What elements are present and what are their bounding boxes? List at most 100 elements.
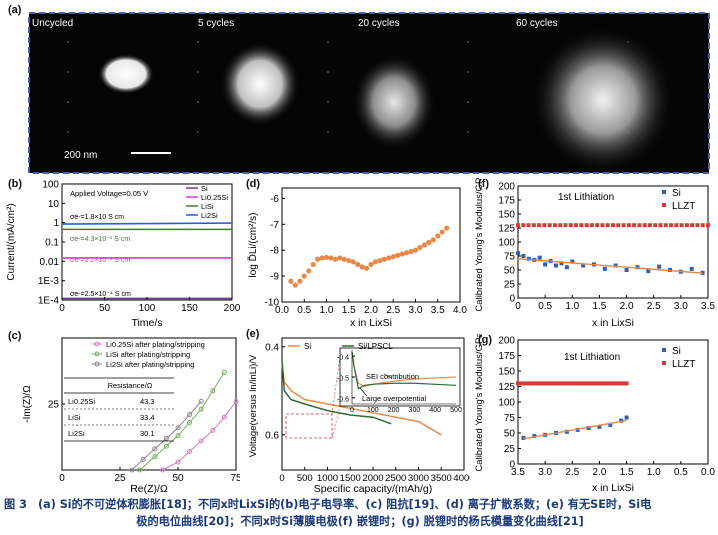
caption-line-2: 极的电位曲线[20]；不同x时Si薄膜电极(f) 嵌锂时；(g) 脱锂时的杨氏模… — [136, 515, 584, 528]
panel_g-llzt-point-18 — [570, 381, 575, 386]
point-c-2-2 — [152, 446, 158, 452]
panel_f-si-point-14 — [613, 263, 618, 268]
panel_f-llzt-point-34 — [695, 223, 700, 228]
panel_g-y-tick-6: 50 — [504, 429, 516, 440]
d-y-tick-0: -6 — [270, 194, 279, 205]
point-c-1-3 — [175, 433, 181, 439]
panel-g-ylabel: Calibrated Young's Modulus/GPa — [474, 334, 485, 472]
panel-g-chart: 1st Lithiation Si LLZT 200 175 150 125 100 75… — [474, 334, 715, 494]
b-y-tick-3: 0.1 — [45, 238, 59, 249]
legend-g-si: Si — [672, 346, 681, 357]
d-x-tick-7: 3.5 — [431, 305, 445, 316]
panel_f-x-tick-5: 2.5 — [647, 301, 661, 312]
label-5-cycles: 5 cycles — [198, 18, 234, 29]
panel_g-llzt-point-36 — [516, 381, 520, 386]
panel_f-llzt-point-17 — [605, 223, 610, 228]
panel_g-y-tick-8: 0 — [509, 460, 515, 471]
panel_g-y-tick-1: 175 — [498, 351, 515, 362]
point-d-2 — [297, 278, 303, 284]
panel_g-si-point-5 — [575, 427, 580, 432]
e-inset-x-tick-1: 100 — [367, 407, 379, 414]
inset-chart — [339, 347, 461, 407]
panel_f-llzt-point-6 — [547, 223, 552, 228]
panel_f-llzt-point-1 — [521, 223, 526, 228]
d-x-tick-3: 1.5 — [342, 305, 356, 316]
legend-f-si: Si — [672, 188, 681, 199]
panel_f-si-point-11 — [581, 263, 586, 268]
panel_g-y-tick-5: 75 — [504, 413, 516, 424]
panel-b-ylabel: Current/(mA/cm²) — [6, 203, 17, 280]
panel_g-x-tick-4: 1.5 — [620, 467, 634, 478]
e-inset-x-tick-4: 400 — [429, 407, 441, 414]
panel_f-llzt-point-12 — [579, 223, 584, 228]
point-d-35 — [444, 225, 450, 231]
d-y-tick-3: -9 — [270, 272, 279, 283]
particle-60-cycles — [531, 26, 675, 174]
legend-g-llzt: LLZT — [672, 359, 695, 370]
panel_f-x-tick-1: 0.5 — [538, 301, 552, 312]
panel_f-llzt-point-28 — [663, 223, 668, 228]
panel_f-llzt-point-26 — [653, 223, 658, 228]
point-d-33 — [435, 233, 441, 239]
point-c-1-1 — [152, 454, 158, 460]
panel_f-si-point-21 — [689, 266, 694, 271]
label-20-cycles: 20 cycles — [358, 18, 400, 29]
b-x-tick-2: 100 — [139, 303, 156, 314]
e-inset-y-tick-2: -0.6 — [337, 396, 349, 403]
panel_g-llzt-point-34 — [522, 381, 527, 386]
panel_g-y-tick-0: 200 — [498, 336, 515, 347]
table-row-1-value: 43.3 — [140, 397, 155, 406]
panel-b-label: (b) — [8, 178, 23, 190]
panel_g-llzt-point-9 — [597, 381, 602, 386]
point-d-13 — [346, 257, 352, 264]
panel_f-si-point-10 — [570, 259, 575, 264]
point-d-21 — [381, 256, 387, 262]
panel_g-llzt-point-29 — [537, 381, 542, 386]
panel_f-llzt-point-19 — [616, 223, 621, 228]
point-d-6 — [315, 256, 321, 262]
panel-c-ylabel: -Im(Z)/Ω — [22, 385, 33, 423]
point-d-8 — [323, 254, 330, 261]
panel_g-llzt-point-26 — [546, 381, 551, 386]
series-b-3 — [61, 222, 233, 225]
series-e-0 — [281, 364, 442, 436]
c-x-tick-1: 25 — [114, 473, 126, 484]
c-x-tick-0: 0 — [59, 473, 65, 484]
point-c-0-3 — [198, 438, 204, 444]
scale-bar-label: 200 nm — [64, 150, 97, 161]
legend-c-li025si: Li0.25Si after plating/stripping — [106, 340, 205, 349]
b-x-tick-3: 150 — [181, 303, 198, 314]
point-d-10 — [332, 256, 338, 262]
panel_g-llzt-point-19 — [567, 381, 572, 386]
panel_f-y-tick-0: 200 — [498, 182, 515, 193]
panel_f-llzt-point-3 — [531, 223, 536, 228]
d-x-tick-6: 3.0 — [409, 305, 423, 316]
panel-a-label: (a) — [8, 4, 22, 16]
panel_f-si-point-2 — [526, 256, 531, 261]
panel_f-y-tick-7: 25 — [504, 280, 516, 291]
panel_f-llzt-point-25 — [647, 223, 652, 228]
table-row-3-value: 30.1 — [140, 429, 155, 438]
point-d-31 — [426, 239, 432, 246]
panel_g-llzt-point-11 — [591, 381, 596, 386]
panel_f-y-tick-6: 50 — [504, 266, 516, 277]
panel_f-si-point-13 — [602, 266, 607, 271]
panel_f-llzt-point-15 — [595, 223, 600, 228]
point-d-29 — [417, 244, 423, 251]
panel_f-llzt-point-8 — [558, 223, 563, 228]
point-d-24 — [395, 252, 401, 258]
panel_f-llzt-point-31 — [679, 223, 684, 228]
panel_g-llzt-point-7 — [603, 381, 608, 386]
e-x-tick-0: 0 — [279, 473, 284, 484]
panel-e-label: (e) — [246, 328, 260, 340]
e-x-tick-4: 2000 — [362, 473, 383, 484]
point-d-14 — [350, 259, 356, 265]
particle-uncycled — [98, 54, 154, 94]
e-inset-x-tick-0: 0 — [350, 407, 354, 414]
point-d-7 — [319, 255, 325, 261]
panel_f-llzt-point-36 — [706, 223, 710, 228]
panel_g-llzt-point-24 — [552, 381, 557, 386]
panel_f-x-tick-4: 2.0 — [620, 301, 634, 312]
panel_f-y-tick-3: 125 — [498, 224, 515, 235]
point-d-18 — [368, 261, 374, 268]
